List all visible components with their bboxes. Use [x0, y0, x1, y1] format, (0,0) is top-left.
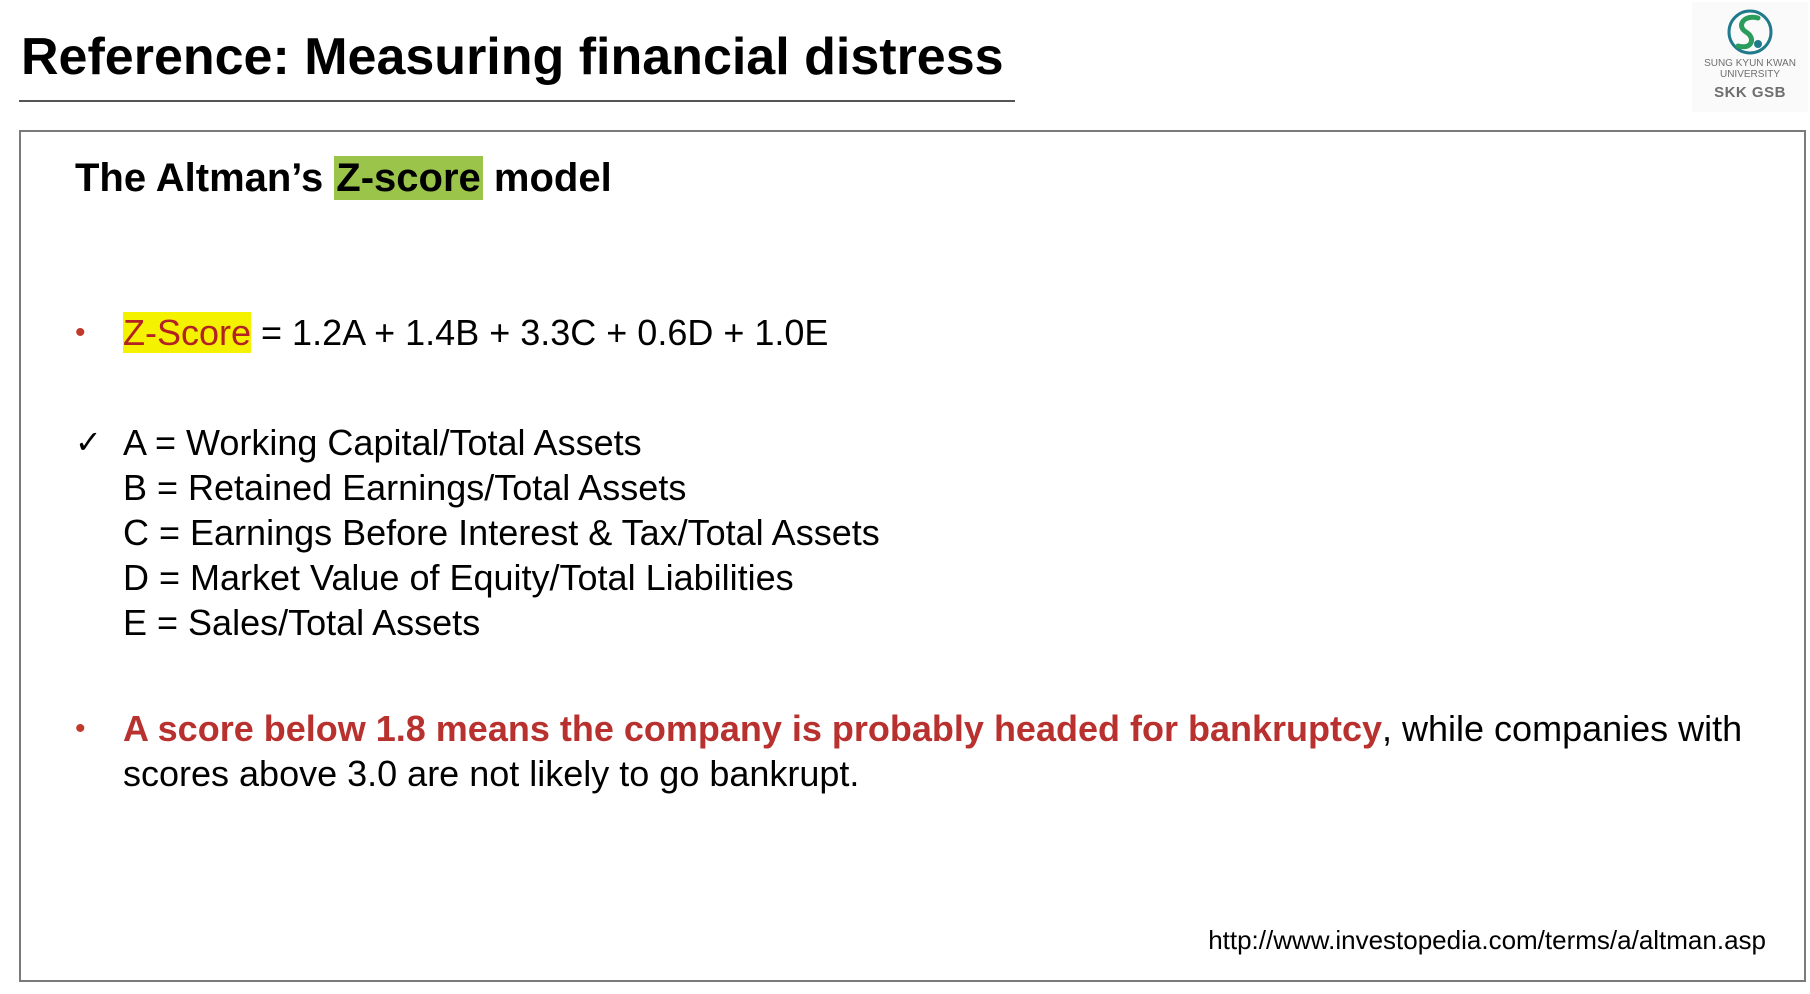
conclusion-text: A score below 1.8 means the company is p…	[123, 706, 1763, 796]
definition-item: A = Working Capital/Total Assets	[123, 422, 642, 463]
university-logo: SUNG KYUN KWAN UNIVERSITY SKK GSB	[1692, 2, 1808, 112]
content-panel: The Altman’s Z-score model • Z-Score = 1…	[19, 130, 1806, 982]
school-name: SKK GSB	[1714, 84, 1786, 101]
bullet-icon: •	[75, 712, 86, 745]
definition-item: D = Market Value of Equity/Total Liabili…	[123, 557, 794, 598]
source-link[interactable]: http://www.investopedia.com/terms/a/altm…	[1208, 925, 1766, 955]
skku-emblem-icon	[1727, 9, 1773, 55]
heading-prefix: The Altman’s	[75, 156, 335, 200]
definitions-list: A = Working Capital/Total Assets B = Ret…	[123, 420, 880, 645]
university-name: SUNG KYUN KWAN UNIVERSITY	[1704, 58, 1796, 80]
section-heading: The Altman’s Z-score model	[75, 156, 612, 201]
formula-expression: = 1.2A + 1.4B + 3.3C + 0.6D + 1.0E	[251, 312, 829, 353]
title-underline	[19, 100, 1015, 102]
z-score-label: Z-Score	[123, 312, 252, 353]
bullet-icon: •	[75, 316, 86, 349]
conclusion-rest: , while companies with scores above 3.0 …	[123, 708, 1743, 794]
definition-item: C = Earnings Before Interest & Tax/Total…	[123, 512, 880, 553]
heading-suffix: model	[482, 156, 612, 200]
checkmark-icon: ✓	[75, 424, 102, 460]
definition-item: E = Sales/Total Assets	[123, 602, 481, 643]
definition-item: B = Retained Earnings/Total Assets	[123, 467, 687, 508]
heading-highlight: Z-score	[334, 156, 483, 200]
slide-title: Reference: Measuring financial distress	[21, 28, 1004, 86]
formula-text: Z-Score = 1.2A + 1.4B + 3.3C + 0.6D + 1.…	[123, 310, 828, 355]
conclusion-emphasis: A score below 1.8 means the company is p…	[123, 708, 1383, 749]
